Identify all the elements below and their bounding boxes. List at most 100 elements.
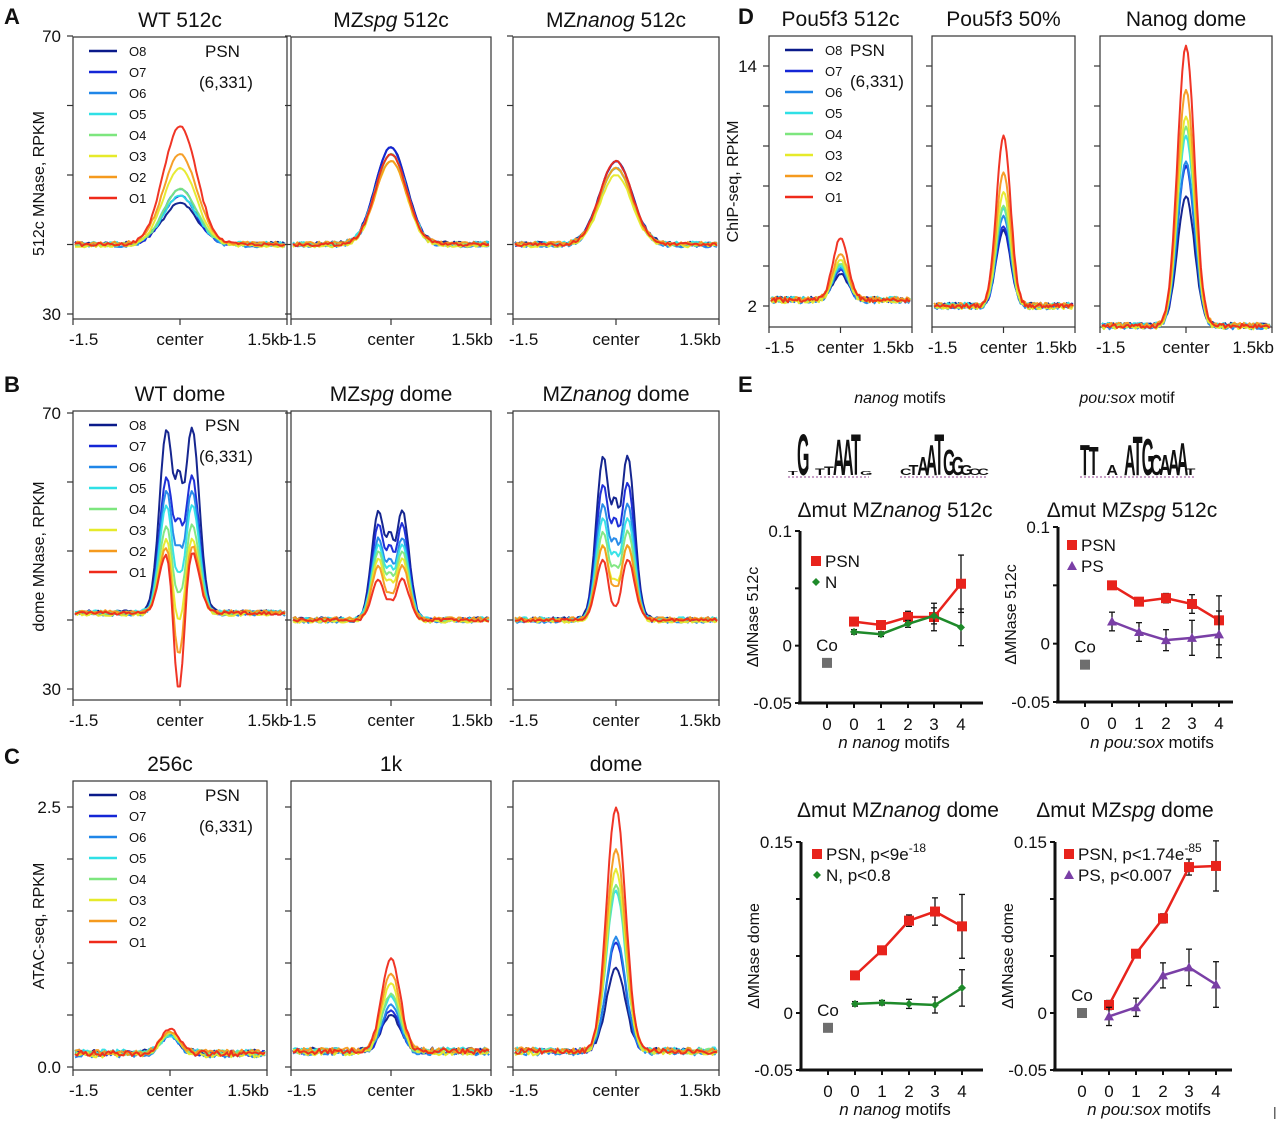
legend-marker <box>813 871 821 879</box>
annotation-count: (6,331) <box>199 447 253 466</box>
chart-title: Δmut MZspg dome <box>1036 799 1213 822</box>
pousox-motif-title-rest: motif <box>1135 390 1175 407</box>
y-axis-label: ΔMNase 512c <box>1003 564 1020 665</box>
x-tick-label: 1.5kb <box>451 1081 493 1100</box>
edge-mark <box>1274 1107 1276 1119</box>
data-point-diamond <box>850 627 858 636</box>
subplot: MZnanog 512c -1.5 center 1.5kb <box>507 9 721 349</box>
subplot-title: MZspg 512c <box>333 9 449 32</box>
logo-letter: A <box>917 451 929 481</box>
annotation-psn: PSN <box>205 416 240 435</box>
legend-label: O4 <box>129 502 146 517</box>
series-ps: PS <box>1067 557 1224 659</box>
legend-label-superscript: -85 <box>1184 841 1202 855</box>
series-n: N <box>812 573 965 647</box>
x-axis-label: n nanog motifs <box>839 1100 951 1119</box>
x-tick-label: 0 <box>823 1082 832 1101</box>
series-line-o5 <box>292 153 490 246</box>
legend-label: O8 <box>129 788 146 803</box>
y-axis-label: ΔMNase dome <box>1000 903 1017 1009</box>
legend: O8 O7 O6 O5 O4 O3 O2 O1 PSN (6,331) <box>89 42 253 206</box>
x-tick-label: 3 <box>1187 714 1196 733</box>
x-tick-label: -1.5 <box>69 1081 98 1100</box>
legend-label: O7 <box>129 439 146 454</box>
series-line-o1 <box>514 159 718 247</box>
series-line-o8 <box>74 201 286 246</box>
series-psn: PSN, p<1.74e-85 <box>1064 840 1221 1011</box>
legend-label: O2 <box>129 544 146 559</box>
logo-letter: A <box>842 429 854 486</box>
plot-frame <box>512 780 720 1071</box>
chart-title-part: spg <box>1121 799 1155 822</box>
series-line-o2 <box>1101 88 1271 328</box>
series-line-o4 <box>514 529 717 623</box>
y-tick-label: 30 <box>42 680 61 699</box>
subplot: MZspg 512c -1.5 center 1.5kb <box>285 9 493 349</box>
series-line-o6 <box>292 153 490 249</box>
chart-title: Δmut MZnanog 512c <box>798 499 993 522</box>
x-tick-label: center <box>592 711 640 730</box>
series-line-o7 <box>514 160 718 248</box>
series-psn: PSN <box>1067 536 1224 646</box>
series-line-o1 <box>514 558 718 623</box>
y-axis-label: ChIP-seq, RPKM <box>725 121 742 243</box>
subplot-title-part: spg <box>364 9 398 32</box>
data-point-triangle <box>1214 629 1224 639</box>
legend-label-main: PSN <box>825 552 860 571</box>
subplot-title-part: MZ <box>333 9 363 32</box>
legend-label: PSN <box>825 552 860 571</box>
y-tick-label: -0.05 <box>1008 1061 1047 1080</box>
data-point-square <box>903 612 913 622</box>
legend-label: PS, p<0.007 <box>1078 866 1172 885</box>
panel-letter-b: B <box>4 372 20 397</box>
annotation-psn: PSN <box>205 42 240 61</box>
y-tick-label: 0.15 <box>760 833 793 852</box>
y-tick-label: 0 <box>784 1004 793 1023</box>
legend-label: PS <box>1081 557 1104 576</box>
control-marker <box>1080 659 1090 670</box>
data-point-triangle <box>1107 616 1117 626</box>
plot-frame <box>290 780 492 1071</box>
legend-label-main: N <box>825 573 837 592</box>
x-tick-label: 1.5kb <box>1232 338 1274 357</box>
data-point-diamond <box>878 998 886 1007</box>
series-line-o8 <box>514 966 718 1054</box>
legend-label: O5 <box>129 851 146 866</box>
legend: O8 O7 O6 O5 O4 O3 O2 O1 PSN (6,331) <box>89 786 253 950</box>
series-line-o5 <box>933 207 1074 308</box>
x-tick-label: 0 <box>822 715 831 734</box>
panel-letter-a: A <box>4 4 20 29</box>
legend-label: O6 <box>825 85 842 100</box>
logo-letter: T <box>909 463 919 479</box>
series-line-o3 <box>292 160 490 249</box>
chart-title-part: nanog <box>883 499 942 522</box>
series-psn: PSN, p<9e-18 <box>812 841 967 981</box>
data-point-diamond <box>958 983 966 992</box>
x-tick-label: 0 <box>1077 1082 1086 1101</box>
x-tick-label: 0 <box>850 1082 859 1101</box>
y-tick-label: 70 <box>42 404 61 423</box>
x-tick-label: -1.5 <box>287 1081 316 1100</box>
subplot: MZspg dome -1.5 center 1.5kb <box>285 383 493 730</box>
x-tick-label: 2 <box>1158 1082 1167 1101</box>
x-tick-label: -1.5 <box>287 711 316 730</box>
subplot-title-part: spg <box>360 383 394 406</box>
chart-title-part: dome <box>941 799 999 822</box>
control-label: Co <box>1074 638 1096 657</box>
legend-label: O5 <box>129 107 146 122</box>
data-point-diamond <box>904 619 912 628</box>
series-line-o5 <box>292 543 490 622</box>
subplot-title: WT 512c <box>138 9 222 32</box>
annotation-count: (6,331) <box>199 73 253 92</box>
subplot-title: MZspg dome <box>330 383 453 406</box>
series-line-o5 <box>1101 134 1271 328</box>
annotation-count: (6,331) <box>850 72 904 91</box>
y-axis-label: 512c MNase, RPKM <box>31 111 48 256</box>
logo-letter: A <box>1124 435 1136 484</box>
logo-letter: A <box>1106 463 1118 479</box>
legend: O8 O7 O6 O5 O4 O3 O2 O1 PSN (6,331) <box>89 416 253 580</box>
x-tick-label: 4 <box>957 1082 966 1101</box>
subplot-title-part: nanog <box>576 9 635 32</box>
